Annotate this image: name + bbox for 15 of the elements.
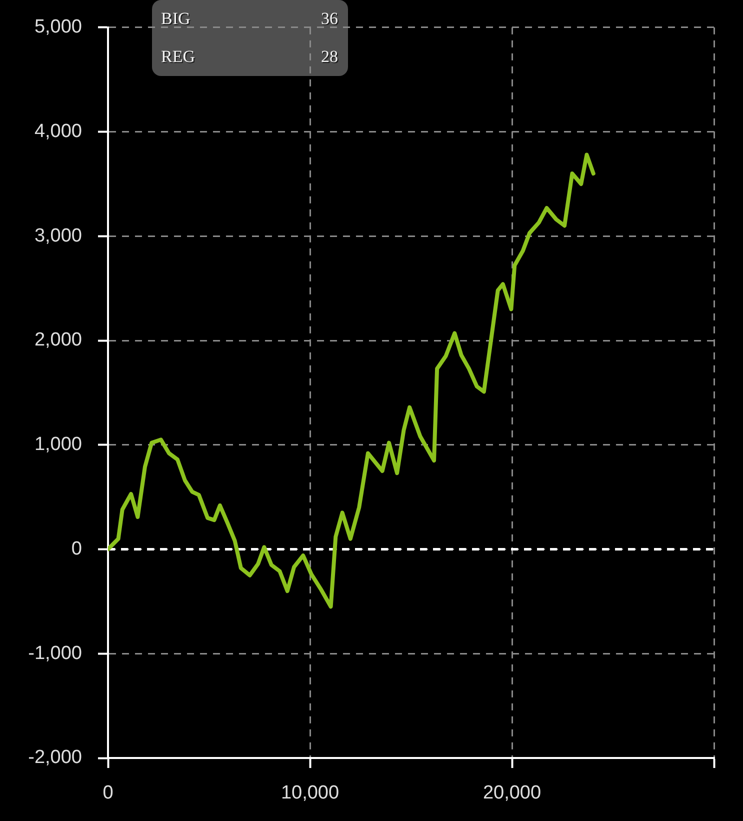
y-tick-label: -1,000	[28, 642, 82, 664]
annotation: BIG	[162, 10, 192, 29]
x-tick-label: 10,000	[280, 782, 340, 804]
y-tick-label: 5,000	[34, 16, 82, 38]
x-tick-label: 20,000	[482, 782, 542, 804]
y-tick-label: 3,000	[34, 225, 82, 246]
annotation: 36	[322, 10, 339, 29]
y-tick-label: 4,000	[34, 121, 82, 142]
annotation: 28	[322, 48, 339, 67]
annotation: REG	[162, 48, 196, 67]
y-tick-label: 0	[71, 538, 82, 560]
y-tick-label: -2,000	[28, 747, 82, 768]
y-tick-label: 2,000	[34, 330, 82, 351]
x-tick-label: 0	[102, 782, 114, 804]
y-tick-label: 1,000	[34, 434, 82, 456]
